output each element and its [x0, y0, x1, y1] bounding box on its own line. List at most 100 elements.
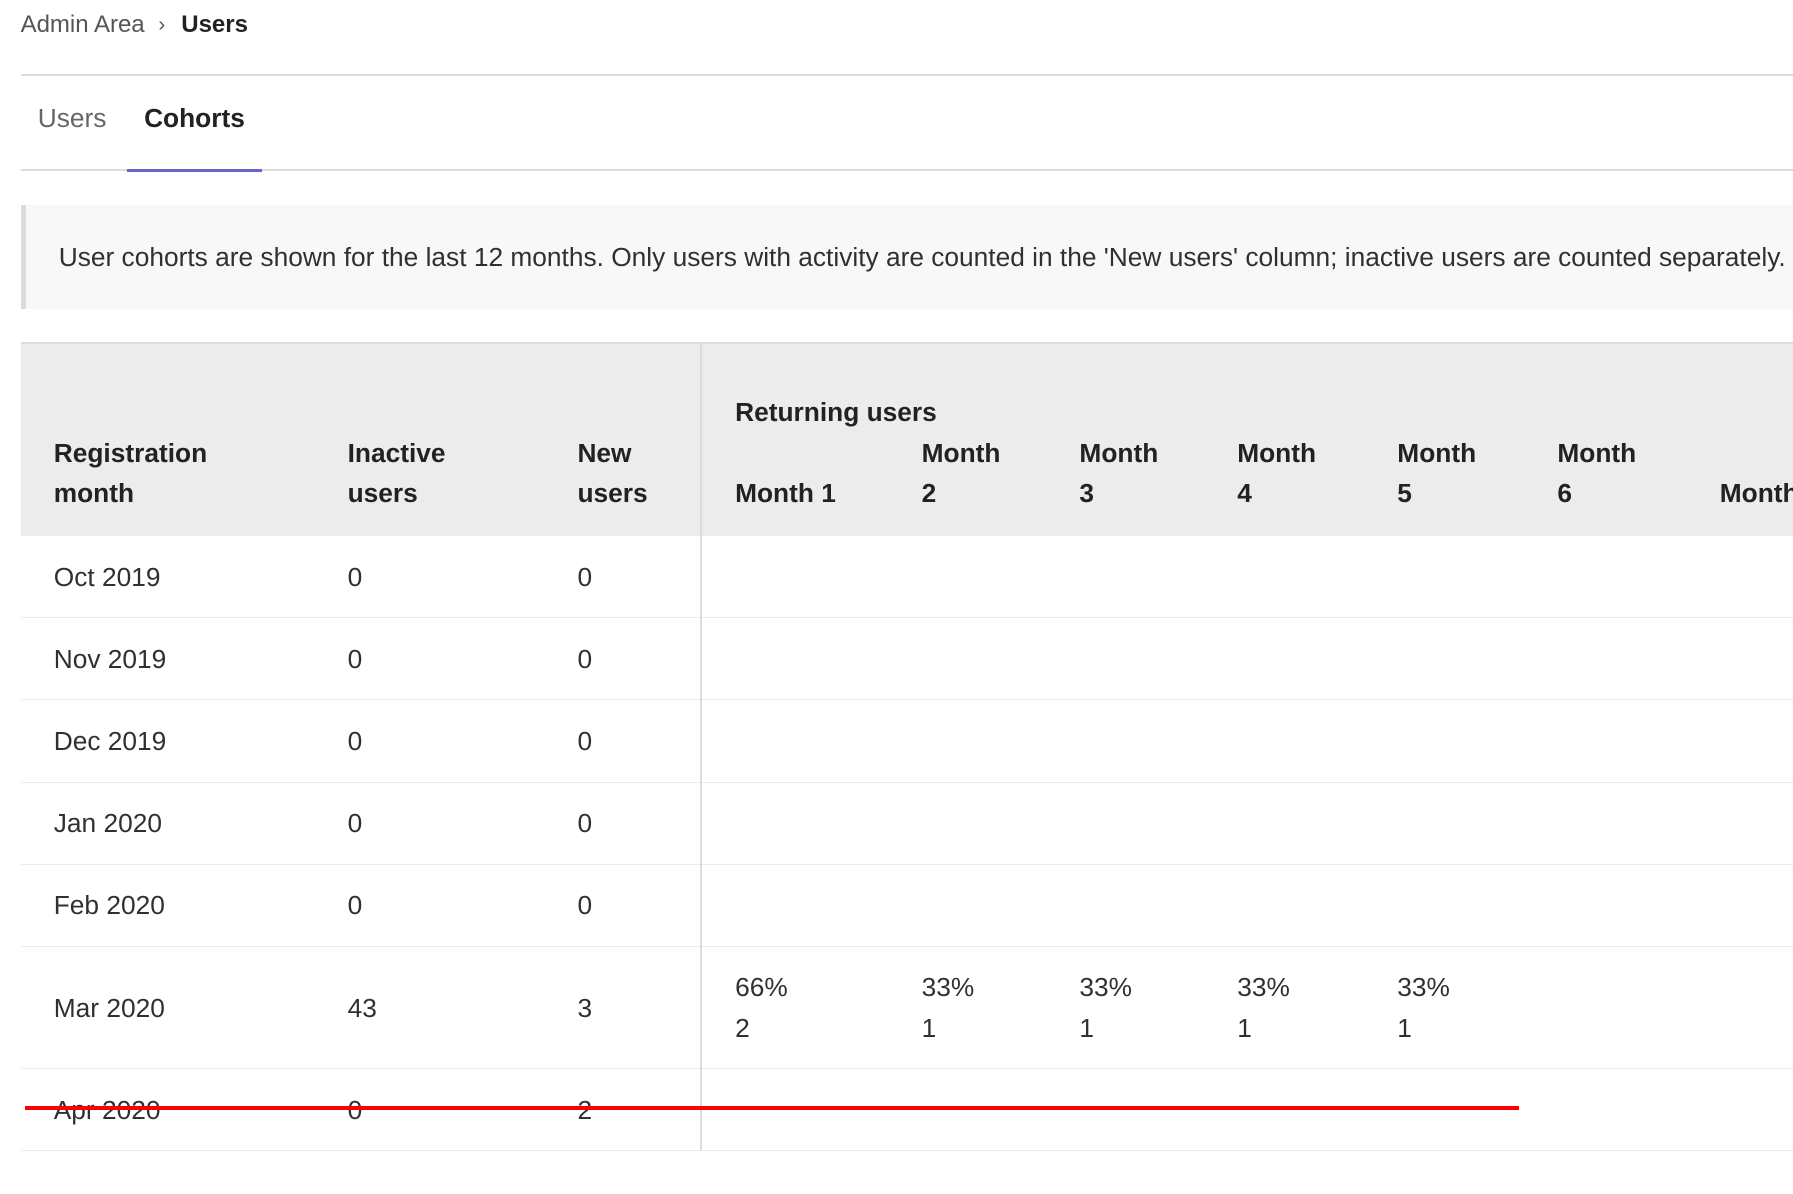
highlight-line — [25, 1105, 1519, 1111]
cell-month-3: 33% 1 — [1046, 946, 1205, 1070]
cell-month-3 — [1046, 535, 1205, 619]
tabs: Users Cohorts — [20, 75, 1793, 173]
cell-registration-month: Feb 2020 — [20, 864, 315, 947]
cell-month-2 — [888, 535, 1047, 619]
cell-month-3 — [1046, 617, 1205, 701]
header-month-4: Month 4 — [1204, 433, 1365, 536]
cell-inactive-users: 0 — [314, 699, 545, 783]
cell-month-2 — [888, 864, 1047, 947]
cell-month-6 — [1524, 699, 1687, 783]
cell-inactive-users: 43 — [314, 946, 545, 1070]
cell-month-5: 33% 1 — [1364, 946, 1525, 1070]
cell-registration-month: Dec 2019 — [20, 699, 315, 783]
header-month-7: Month 7 — [1686, 433, 1793, 536]
header-month-5: Month 5 — [1364, 433, 1525, 536]
cell-month-2 — [888, 782, 1047, 865]
retention-percent: 33% — [1397, 972, 1450, 1003]
header-registration-month: Registration month — [20, 341, 315, 536]
info-text: User cohorts are shown for the last 12 m… — [58, 242, 1786, 273]
info-alert: User cohorts are shown for the last 12 m… — [20, 204, 1793, 309]
cell-month-5 — [1364, 864, 1525, 947]
cell-month-6 — [1524, 864, 1687, 947]
cell-month-3 — [1046, 699, 1205, 783]
retention-count: 1 — [1397, 1012, 1412, 1043]
cell-month-6 — [1524, 782, 1687, 865]
cell-month-4 — [1204, 535, 1365, 619]
table-row: Dec 2019 0 0 — [20, 699, 1793, 783]
retention-count: 1 — [921, 1012, 937, 1043]
table-row: Nov 2019 0 0 — [20, 617, 1793, 701]
breadcrumb: Admin Area › Users — [21, 11, 248, 39]
chevron-right-icon: › — [158, 13, 166, 37]
cell-registration-month: Mar 2020 — [20, 946, 315, 1070]
cell-month-1 — [699, 699, 889, 783]
cell-new-users: 3 — [544, 946, 701, 1070]
cohorts-table: Registration month Inactive users New us… — [20, 341, 1793, 1152]
cell-month-1 — [699, 864, 889, 947]
cell-month-4: 33% 1 — [1204, 946, 1365, 1070]
cell-month-5 — [1364, 699, 1525, 783]
retention-count: 2 — [735, 1012, 750, 1043]
cell-inactive-users: 0 — [314, 782, 545, 865]
header-month-2: Month 2 — [888, 433, 1047, 536]
retention-count: 1 — [1079, 1012, 1095, 1043]
breadcrumb-admin-area[interactable]: Admin Area — [20, 11, 145, 39]
cell-new-users: 0 — [544, 699, 701, 783]
cell-month-5 — [1364, 535, 1525, 619]
header-inactive-users: Inactive users — [314, 341, 545, 536]
cell-month-3 — [1046, 782, 1205, 865]
retention-percent: 33% — [1237, 972, 1290, 1003]
cell-month-7 — [1686, 946, 1793, 1070]
cell-month-5 — [1364, 782, 1525, 865]
retention-percent: 33% — [1079, 972, 1133, 1003]
header-month-1: Month 1 — [699, 433, 889, 536]
cell-registration-month: Oct 2019 — [20, 535, 315, 619]
cell-month-4 — [1204, 617, 1365, 701]
cell-month-5 — [1364, 617, 1525, 701]
cell-month-1 — [699, 782, 889, 865]
cell-month-7 — [1686, 617, 1793, 701]
cell-month-3 — [1046, 864, 1205, 947]
cell-new-users: 0 — [544, 782, 701, 865]
retention-percent: 33% — [921, 972, 975, 1003]
cell-registration-month: Jan 2020 — [20, 782, 315, 865]
cell-month-2 — [888, 617, 1047, 701]
cell-month-4 — [1204, 782, 1365, 865]
cell-registration-month: Nov 2019 — [20, 617, 315, 701]
cell-month-7 — [1686, 699, 1793, 783]
cell-month-7 — [1686, 1068, 1793, 1152]
table-row: Oct 2019 0 0 — [20, 535, 1793, 619]
cell-month-6 — [1524, 535, 1687, 619]
cell-month-6 — [1524, 1068, 1687, 1152]
retention-percent: 66% — [735, 972, 788, 1003]
cell-month-1 — [699, 535, 889, 619]
breadcrumb-users: Users — [181, 11, 248, 39]
table-row: Jan 2020 0 0 — [20, 782, 1793, 865]
cell-month-6 — [1524, 946, 1687, 1070]
cell-new-users: 0 — [544, 864, 701, 947]
cell-month-7 — [1686, 864, 1793, 947]
cell-month-1 — [699, 617, 889, 701]
divider — [20, 74, 1793, 77]
tab-cohorts[interactable]: Cohorts — [126, 103, 262, 173]
cell-month-7 — [1686, 782, 1793, 865]
cell-month-6 — [1524, 617, 1687, 701]
header-month-6: Month 6 — [1524, 433, 1687, 536]
cell-month-7 — [1686, 535, 1793, 619]
cell-month-4 — [1204, 699, 1365, 783]
retention-count: 1 — [1237, 1012, 1252, 1043]
cell-month-2: 33% 1 — [888, 946, 1047, 1070]
cell-month-1: 66% 2 — [699, 946, 889, 1070]
header-returning-users: Returning users — [699, 341, 1793, 434]
cell-inactive-users: 0 — [314, 617, 545, 701]
cell-inactive-users: 0 — [314, 535, 545, 619]
header-new-users: New users — [544, 341, 701, 536]
tab-users[interactable]: Users — [37, 102, 107, 133]
cell-new-users: 0 — [544, 535, 701, 619]
table-row: Feb 2020 0 0 — [20, 864, 1793, 947]
cell-new-users: 0 — [544, 617, 701, 701]
cell-month-2 — [888, 699, 1047, 783]
cell-month-4 — [1204, 864, 1365, 947]
header-month-3: Month 3 — [1046, 433, 1205, 536]
